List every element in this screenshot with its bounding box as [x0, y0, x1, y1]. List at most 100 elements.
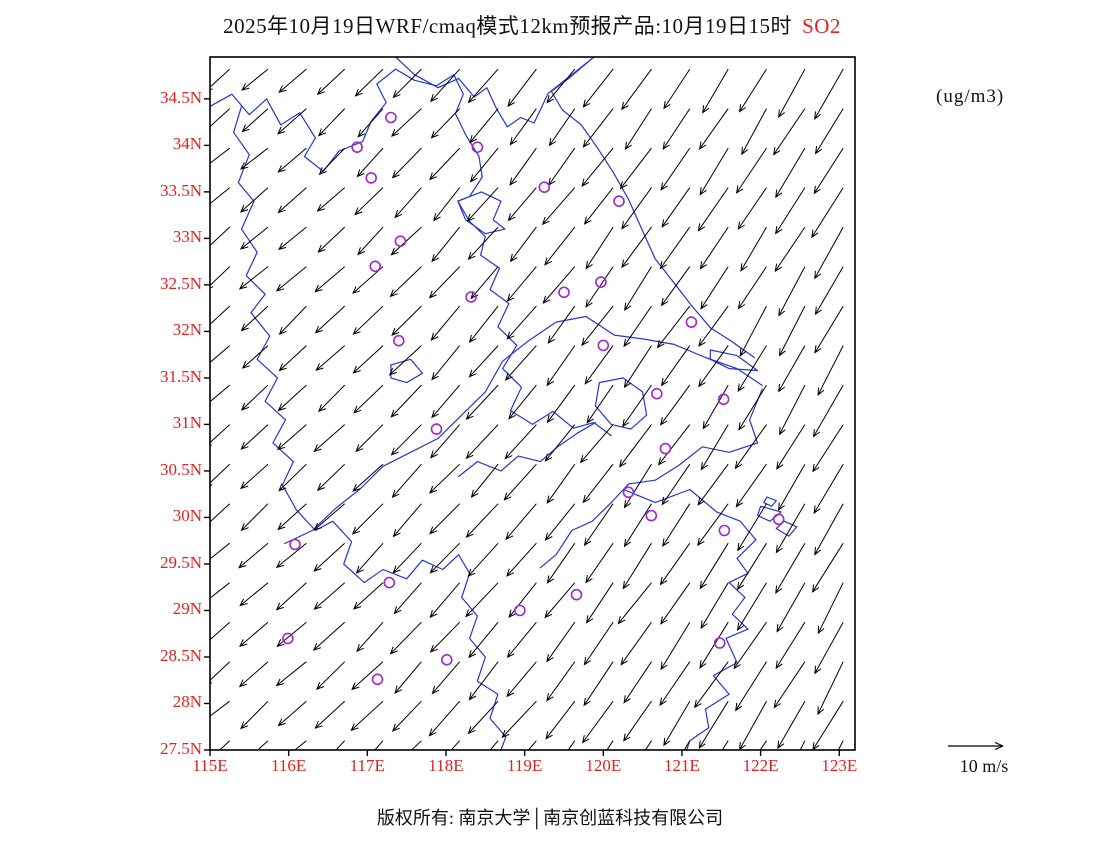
- wind-arrow: [698, 108, 729, 150]
- y-axis-label: 32N: [172, 320, 202, 340]
- coastline-north: [550, 57, 755, 359]
- wind-arrow: [240, 424, 269, 450]
- wind-arrow: [617, 582, 652, 625]
- wind-arrow: [624, 108, 652, 151]
- wind-arrow: [316, 68, 346, 96]
- wind-arrow: [700, 582, 729, 629]
- wind-arrow: [239, 187, 269, 213]
- wind-arrow: [606, 740, 614, 750]
- station-marker: [595, 276, 607, 288]
- wind-arrow: [621, 68, 652, 111]
- west-province-border: [233, 105, 298, 511]
- y-axis-label: 28N: [172, 692, 202, 712]
- wind-arrow: [698, 345, 729, 388]
- wind-arrow: [429, 463, 461, 494]
- taihu-lake: [594, 377, 648, 430]
- yangtze-river: [284, 315, 763, 545]
- wind-arrow: [357, 108, 384, 138]
- wind-arrow: [700, 266, 729, 310]
- y-axis-label: 30N: [172, 506, 202, 526]
- wind-arrow: [812, 700, 844, 750]
- x-axis-label: 121E: [663, 756, 700, 775]
- wind-arrow: [567, 740, 576, 750]
- wind-arrow: [316, 187, 346, 212]
- wind-arrow: [391, 108, 422, 137]
- station-marker: [369, 260, 382, 273]
- wind-arrow: [774, 226, 806, 273]
- wind-arrow: [429, 621, 461, 653]
- wind-arrow: [583, 503, 614, 547]
- title-species-so2: SO2: [802, 14, 841, 38]
- wind-arrow: [544, 226, 576, 266]
- wind-arrow: [814, 503, 844, 556]
- station-marker: [289, 538, 301, 551]
- wind-arrow: [698, 305, 729, 347]
- wind-arrow: [352, 345, 384, 374]
- wind-arrow: [506, 266, 537, 302]
- wind-arrow: [240, 700, 269, 730]
- y-axis-label: 34N: [172, 134, 202, 154]
- wind-arrow: [275, 542, 307, 569]
- wind-arrow: [391, 463, 422, 499]
- wind-arrow: [210, 345, 231, 364]
- wind-arrow: [504, 345, 537, 381]
- wind-arrow: [739, 700, 767, 750]
- wind-arrow: [239, 226, 269, 250]
- wind-arrow: [814, 266, 844, 316]
- wind-arrow: [619, 147, 652, 190]
- wind-arrow: [734, 424, 767, 470]
- station-marker: [645, 509, 658, 522]
- wind-arrow: [390, 226, 422, 256]
- station-marker: [685, 316, 698, 328]
- x-axis-label: 117E: [349, 756, 385, 775]
- wind-arrow: [508, 384, 537, 420]
- wind-arrow: [773, 661, 806, 709]
- wind-arrow: [210, 305, 231, 329]
- wind-arrow: [737, 503, 767, 552]
- wind-arrow: [579, 424, 614, 464]
- wind-arrow: [683, 740, 691, 750]
- wind-arrow: [623, 661, 652, 704]
- wind-arrow: [775, 187, 806, 235]
- wind-arrow: [355, 424, 384, 453]
- wind-arrow: [468, 345, 499, 378]
- wind-arrow: [388, 345, 422, 376]
- wind-arrow: [546, 661, 576, 702]
- wind-arrow: [318, 147, 346, 176]
- wind-arrow: [469, 108, 499, 144]
- wind-arrow: [430, 68, 461, 103]
- station-marker: [538, 181, 551, 193]
- wind-arrow: [509, 147, 537, 186]
- wind-arrow: [621, 187, 652, 230]
- station-marker: [282, 632, 294, 645]
- zhoushan-island-1: [756, 505, 782, 522]
- wind-arrow: [733, 621, 767, 670]
- wind-arrow: [465, 503, 499, 538]
- wind-arrow: [240, 503, 269, 532]
- wind-arrow: [238, 542, 269, 569]
- wind-arrow: [428, 266, 461, 299]
- wind-arrow: [813, 147, 844, 195]
- wind-arrow: [430, 424, 461, 459]
- wind-arrow: [662, 108, 691, 151]
- wind-arrow: [277, 503, 307, 531]
- wind-arrow: [210, 463, 231, 487]
- wind-arrow: [814, 305, 844, 354]
- wind-arrow: [721, 740, 729, 750]
- wind-arrow: [644, 740, 652, 750]
- wind-arrow: [584, 345, 614, 385]
- wind-arrow: [544, 503, 576, 541]
- wind-arrow: [294, 740, 307, 750]
- wind-arrow: [509, 108, 537, 146]
- wind-arrow: [546, 463, 576, 504]
- wind-arrow: [276, 424, 307, 451]
- wind-arrow: [467, 68, 499, 104]
- wind-arrow: [450, 740, 461, 750]
- wind-arrow: [210, 582, 231, 599]
- wind-arrow: [335, 740, 346, 750]
- wind-arrow: [660, 621, 691, 671]
- wind-arrow: [429, 147, 461, 181]
- station-marker: [597, 339, 610, 352]
- wind-arrow: [210, 503, 231, 527]
